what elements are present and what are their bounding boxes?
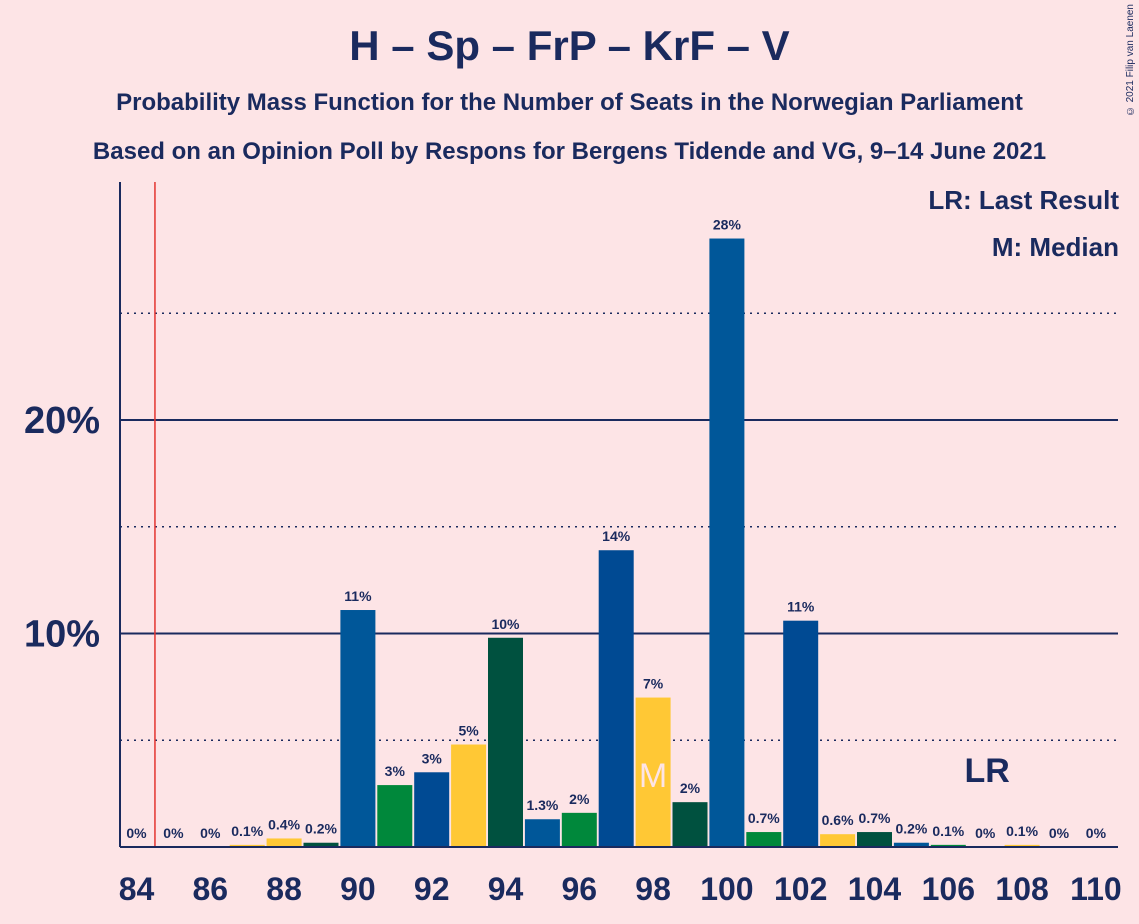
bar-value-label: 11%	[344, 588, 372, 604]
bar-value-label: 0%	[200, 825, 221, 841]
bar-105	[893, 842, 929, 847]
median-marker: M	[639, 757, 667, 795]
bar-value-label: 5%	[458, 723, 479, 739]
x-tick-label: 90	[340, 871, 376, 907]
bar-value-label: 14%	[602, 528, 631, 544]
bar-93	[451, 744, 487, 847]
bar-value-label: 0.7%	[748, 810, 780, 826]
bar-91	[377, 785, 413, 847]
bar-value-label: 0%	[1086, 825, 1107, 841]
bar-value-label: 7%	[643, 676, 664, 692]
bar-88	[266, 838, 302, 847]
bar-102	[783, 620, 819, 847]
bar-value-label: 28%	[713, 217, 742, 233]
x-tick-label: 84	[119, 871, 155, 907]
last-result-label: LR	[965, 752, 1010, 790]
bar-96	[561, 812, 597, 847]
bar-layer	[229, 238, 1040, 847]
bar-value-label: 0.2%	[305, 821, 337, 837]
bar-108	[1004, 844, 1040, 847]
x-tick-label: 94	[488, 871, 524, 907]
bar-97	[598, 550, 634, 847]
bar-value-label: 0.6%	[822, 812, 854, 828]
bar-106	[930, 844, 966, 847]
x-tick-label: 100	[700, 871, 753, 907]
chart-subtitle-2: Based on an Opinion Poll by Respons for …	[92, 138, 1047, 165]
x-tick-label: 106	[922, 871, 975, 907]
bar-103	[820, 834, 856, 847]
bar-value-label: 0.1%	[932, 823, 964, 839]
bar-99	[672, 802, 708, 847]
x-tick-label: 92	[414, 871, 450, 907]
x-tick-label: 88	[266, 871, 302, 907]
label-layer: 0% 0% 0% 0.1% 0.4% 0.2% 11% 3% 3% 5% 10% 1.3% 2% 14% 7…	[126, 217, 1106, 841]
bar-100	[709, 238, 745, 847]
y-tick-label: 10%	[24, 614, 100, 656]
bar-value-label: 3%	[385, 763, 406, 779]
bar-value-label: 3%	[422, 750, 443, 766]
bar-98	[635, 697, 671, 847]
chart-subtitle-1: Probability Mass Function for the Number…	[116, 89, 1023, 116]
bar-92	[414, 772, 450, 847]
bar-104	[857, 832, 892, 847]
x-tick-label: 110	[1070, 871, 1122, 907]
x-tick-label: 102	[774, 871, 827, 907]
chart-title: H – Sp – FrP – KrF – V	[349, 22, 790, 69]
axis-layer: 10% 20% 84 86 88 90 92 94 96 98 100 102 104 106 108 110	[24, 182, 1122, 907]
bar-90	[340, 610, 376, 847]
bar-value-label: 0.2%	[895, 821, 927, 837]
bar-value-label: 0%	[163, 825, 184, 841]
bar-value-label: 0%	[1049, 825, 1070, 841]
bar-95	[524, 819, 560, 847]
x-tick-label: 86	[193, 871, 229, 907]
legend-last-result: LR: Last Result	[928, 185, 1119, 215]
bar-value-label: 11%	[787, 599, 815, 615]
bar-value-label: 0.1%	[1006, 823, 1038, 839]
bar-value-label: 1.3%	[526, 797, 558, 813]
bar-value-label: 2%	[569, 791, 590, 807]
bar-89	[303, 842, 339, 847]
y-tick-label: 20%	[24, 400, 100, 442]
bar-94	[488, 637, 523, 847]
bar-87	[229, 844, 265, 847]
x-tick-label: 108	[995, 871, 1048, 907]
x-tick-label: 104	[848, 871, 902, 907]
bar-value-label: 0.1%	[231, 823, 263, 839]
legend-median: M: Median	[991, 232, 1119, 262]
x-tick-label: 98	[635, 871, 671, 907]
bar-101	[746, 832, 782, 847]
bar-value-label: 0%	[975, 825, 996, 841]
bar-value-label: 2%	[680, 780, 701, 796]
bar-value-label: 10%	[491, 616, 520, 632]
bar-value-label: 0%	[126, 825, 147, 841]
x-tick-label: 96	[562, 871, 598, 907]
bar-value-label: 0.7%	[859, 810, 891, 826]
bar-value-label: 0.4%	[268, 816, 300, 832]
